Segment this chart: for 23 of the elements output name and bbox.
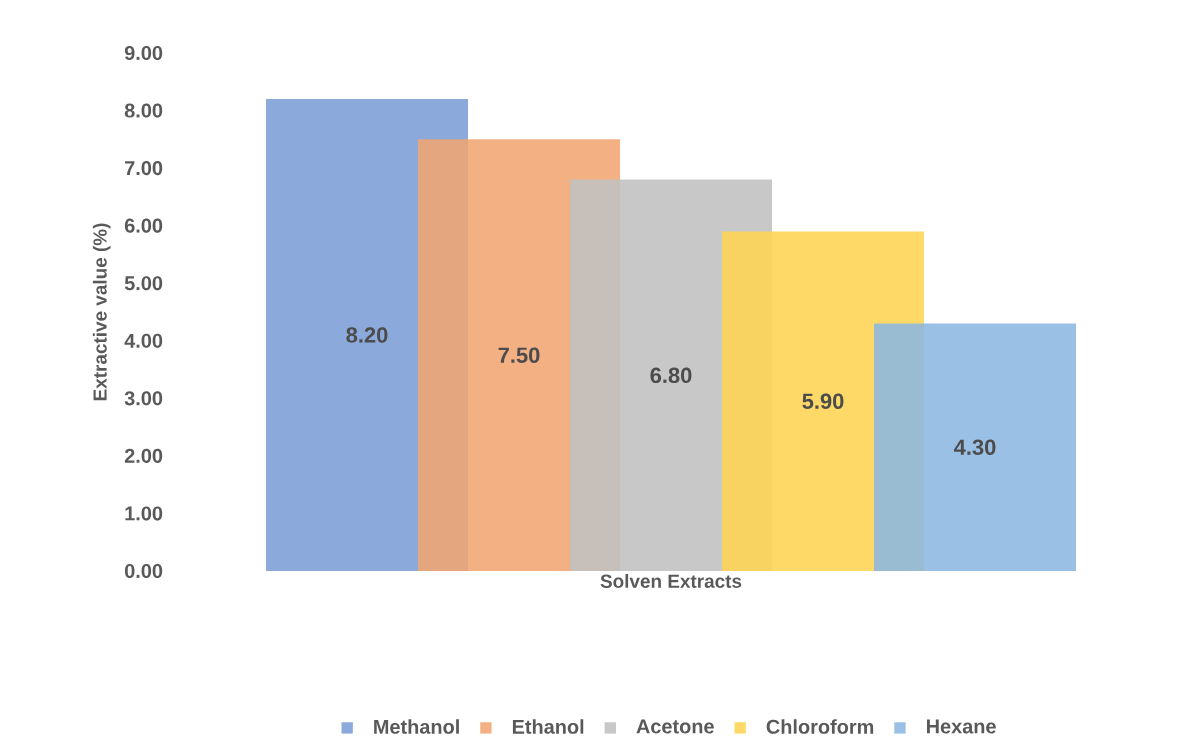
bar: [874, 323, 1077, 572]
y-tick-label: 5.00: [124, 276, 163, 291]
legend-label: Ethanol: [512, 719, 584, 735]
y-tick-label: 1.00: [125, 506, 163, 521]
data-label: 6.80: [650, 367, 692, 384]
legend-label: Acetone: [636, 719, 714, 734]
y-axis-title: Extractive value (%): [92, 223, 111, 401]
data-label: 8.20: [346, 327, 388, 343]
y-tick-label: 3.00: [124, 391, 163, 406]
y-tick-label: 9.00: [124, 46, 163, 61]
y-tick-label: 7.00: [125, 161, 163, 176]
y-tick-label: 6.00: [124, 218, 163, 233]
legend-label: Chloroform: [766, 719, 874, 735]
legend-label: Methanol: [374, 719, 459, 735]
legend-label: Hexane: [926, 719, 996, 734]
data-label: 7.50: [498, 347, 540, 364]
y-tick-label: 4.00: [124, 333, 163, 349]
y-tick-label: 2.00: [124, 449, 163, 464]
x-axis-title: Solven Extracts: [600, 574, 742, 589]
y-tick-label: 0.00: [124, 564, 163, 579]
data-label: 5.90: [802, 393, 844, 410]
y-tick-label: 8.00: [124, 103, 163, 118]
data-label: 4.30: [954, 439, 996, 456]
